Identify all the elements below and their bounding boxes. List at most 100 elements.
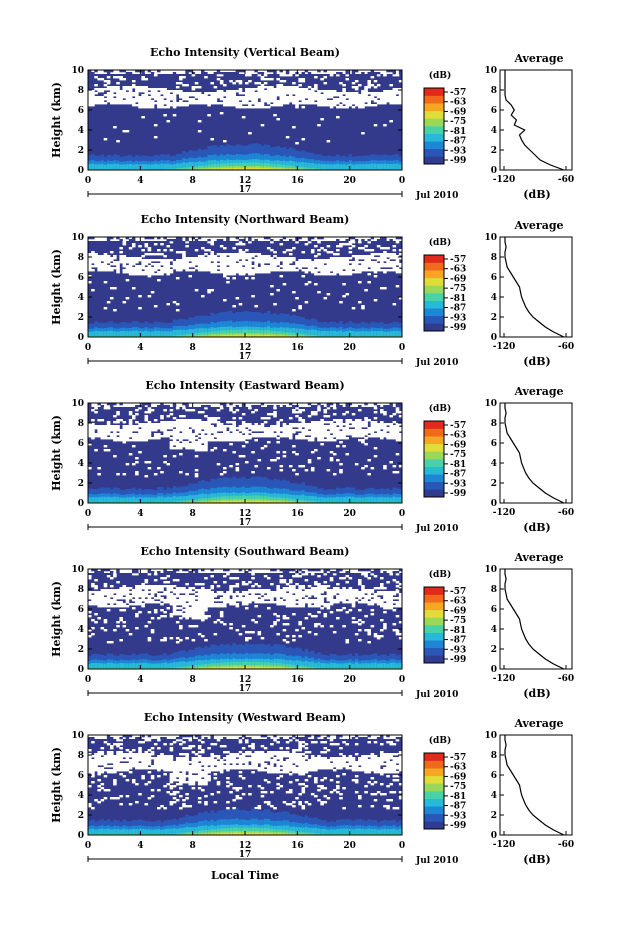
no-data-cell [292, 269, 296, 272]
intensity-cell [160, 163, 164, 170]
profile-y-tick-label: 2 [491, 479, 497, 489]
no-data-cell [332, 257, 337, 260]
no-data-cell [348, 419, 353, 422]
no-data-cell [229, 433, 233, 436]
no-data-cell [251, 94, 255, 97]
echo-cell [386, 405, 390, 408]
no-data-cell [279, 98, 284, 101]
intensity-cell [194, 333, 199, 337]
no-data-cell [147, 437, 152, 440]
no-data-cell [367, 273, 371, 276]
no-data-cell [339, 463, 343, 466]
no-data-cell [125, 94, 130, 97]
no-data-cell [122, 86, 127, 89]
no-data-cell [207, 427, 211, 430]
intensity-cell [223, 501, 227, 503]
intensity-cell [301, 166, 306, 170]
no-data-cell [166, 104, 171, 107]
no-data-cell [361, 305, 365, 308]
no-data-cell [292, 88, 296, 91]
no-data-cell [386, 94, 390, 97]
echo-cell [103, 569, 108, 572]
no-data-cell [279, 427, 284, 430]
no-data-cell [106, 423, 111, 426]
no-data-cell [182, 425, 186, 428]
no-data-cell [213, 431, 218, 434]
no-data-cell [119, 589, 123, 592]
no-data-cell [295, 102, 299, 105]
no-data-cell [91, 94, 95, 97]
no-data-cell [188, 419, 193, 422]
no-data-cell [197, 443, 202, 446]
no-data-cell [238, 439, 243, 442]
no-data-cell [128, 429, 133, 432]
no-data-cell [383, 429, 387, 432]
no-data-cell [201, 257, 205, 260]
no-data-cell [94, 257, 98, 260]
panel-title: Echo Intensity (Eastward Beam) [145, 379, 344, 392]
no-data-cell [204, 423, 208, 426]
no-data-cell [94, 621, 98, 624]
no-data-cell [260, 447, 265, 450]
no-data-cell [282, 263, 287, 266]
no-data-cell [172, 429, 177, 432]
intensity-cell [113, 496, 117, 503]
no-data-cell [245, 263, 249, 266]
no-data-cell [386, 423, 390, 426]
no-data-cell [370, 255, 375, 258]
no-data-cell [339, 431, 343, 434]
no-data-cell [285, 433, 290, 436]
no-data-cell [248, 253, 252, 256]
no-data-cell [376, 257, 381, 260]
no-data-cell [367, 281, 371, 284]
no-data-cell [191, 423, 196, 426]
no-data-cell [91, 419, 95, 422]
no-data-cell [219, 427, 224, 430]
no-data-cell [169, 265, 174, 268]
intensity-cell [100, 331, 105, 337]
echo-cell [251, 405, 255, 408]
no-data-cell [153, 74, 158, 77]
no-data-cell [326, 267, 331, 270]
no-data-cell [358, 429, 362, 432]
intensity-cell [254, 167, 258, 170]
y-tick-label: 10 [71, 399, 84, 409]
y-tick-label: 8 [78, 86, 84, 96]
no-data-cell [100, 431, 105, 434]
no-data-cell [345, 433, 350, 436]
no-data-cell [232, 427, 236, 430]
no-data-cell [266, 269, 271, 272]
intensity-cell [251, 500, 255, 503]
no-data-cell [201, 411, 205, 414]
intensity-cell [119, 497, 123, 503]
no-data-cell [345, 106, 350, 109]
intensity-cell [339, 164, 343, 170]
no-data-cell [207, 92, 211, 95]
no-data-cell [395, 263, 400, 266]
no-data-cell [367, 84, 371, 87]
no-data-cell [91, 104, 95, 107]
intensity-cell [153, 497, 158, 503]
no-data-cell [169, 447, 174, 450]
echo-cell [270, 70, 274, 73]
no-data-cell [310, 411, 315, 414]
no-data-cell [207, 421, 211, 424]
colorbar-swatch [424, 428, 444, 437]
profile-x-tick-label: -120 [493, 342, 516, 352]
intensity-cell [197, 328, 202, 337]
no-data-cell [185, 241, 189, 244]
no-data-cell [175, 441, 180, 444]
no-data-cell [326, 273, 331, 276]
no-data-cell [91, 102, 95, 105]
echo-cell [229, 403, 233, 406]
intensity-cell [276, 500, 280, 503]
no-data-cell [188, 275, 193, 278]
date-label: Jul 2010 [415, 358, 458, 368]
no-data-cell [138, 439, 142, 442]
no-data-cell [119, 595, 123, 598]
no-data-cell [332, 419, 337, 422]
no-data-cell [307, 86, 312, 89]
no-data-cell [292, 445, 296, 448]
y-tick-label: 6 [78, 439, 84, 449]
no-data-cell [147, 433, 152, 436]
